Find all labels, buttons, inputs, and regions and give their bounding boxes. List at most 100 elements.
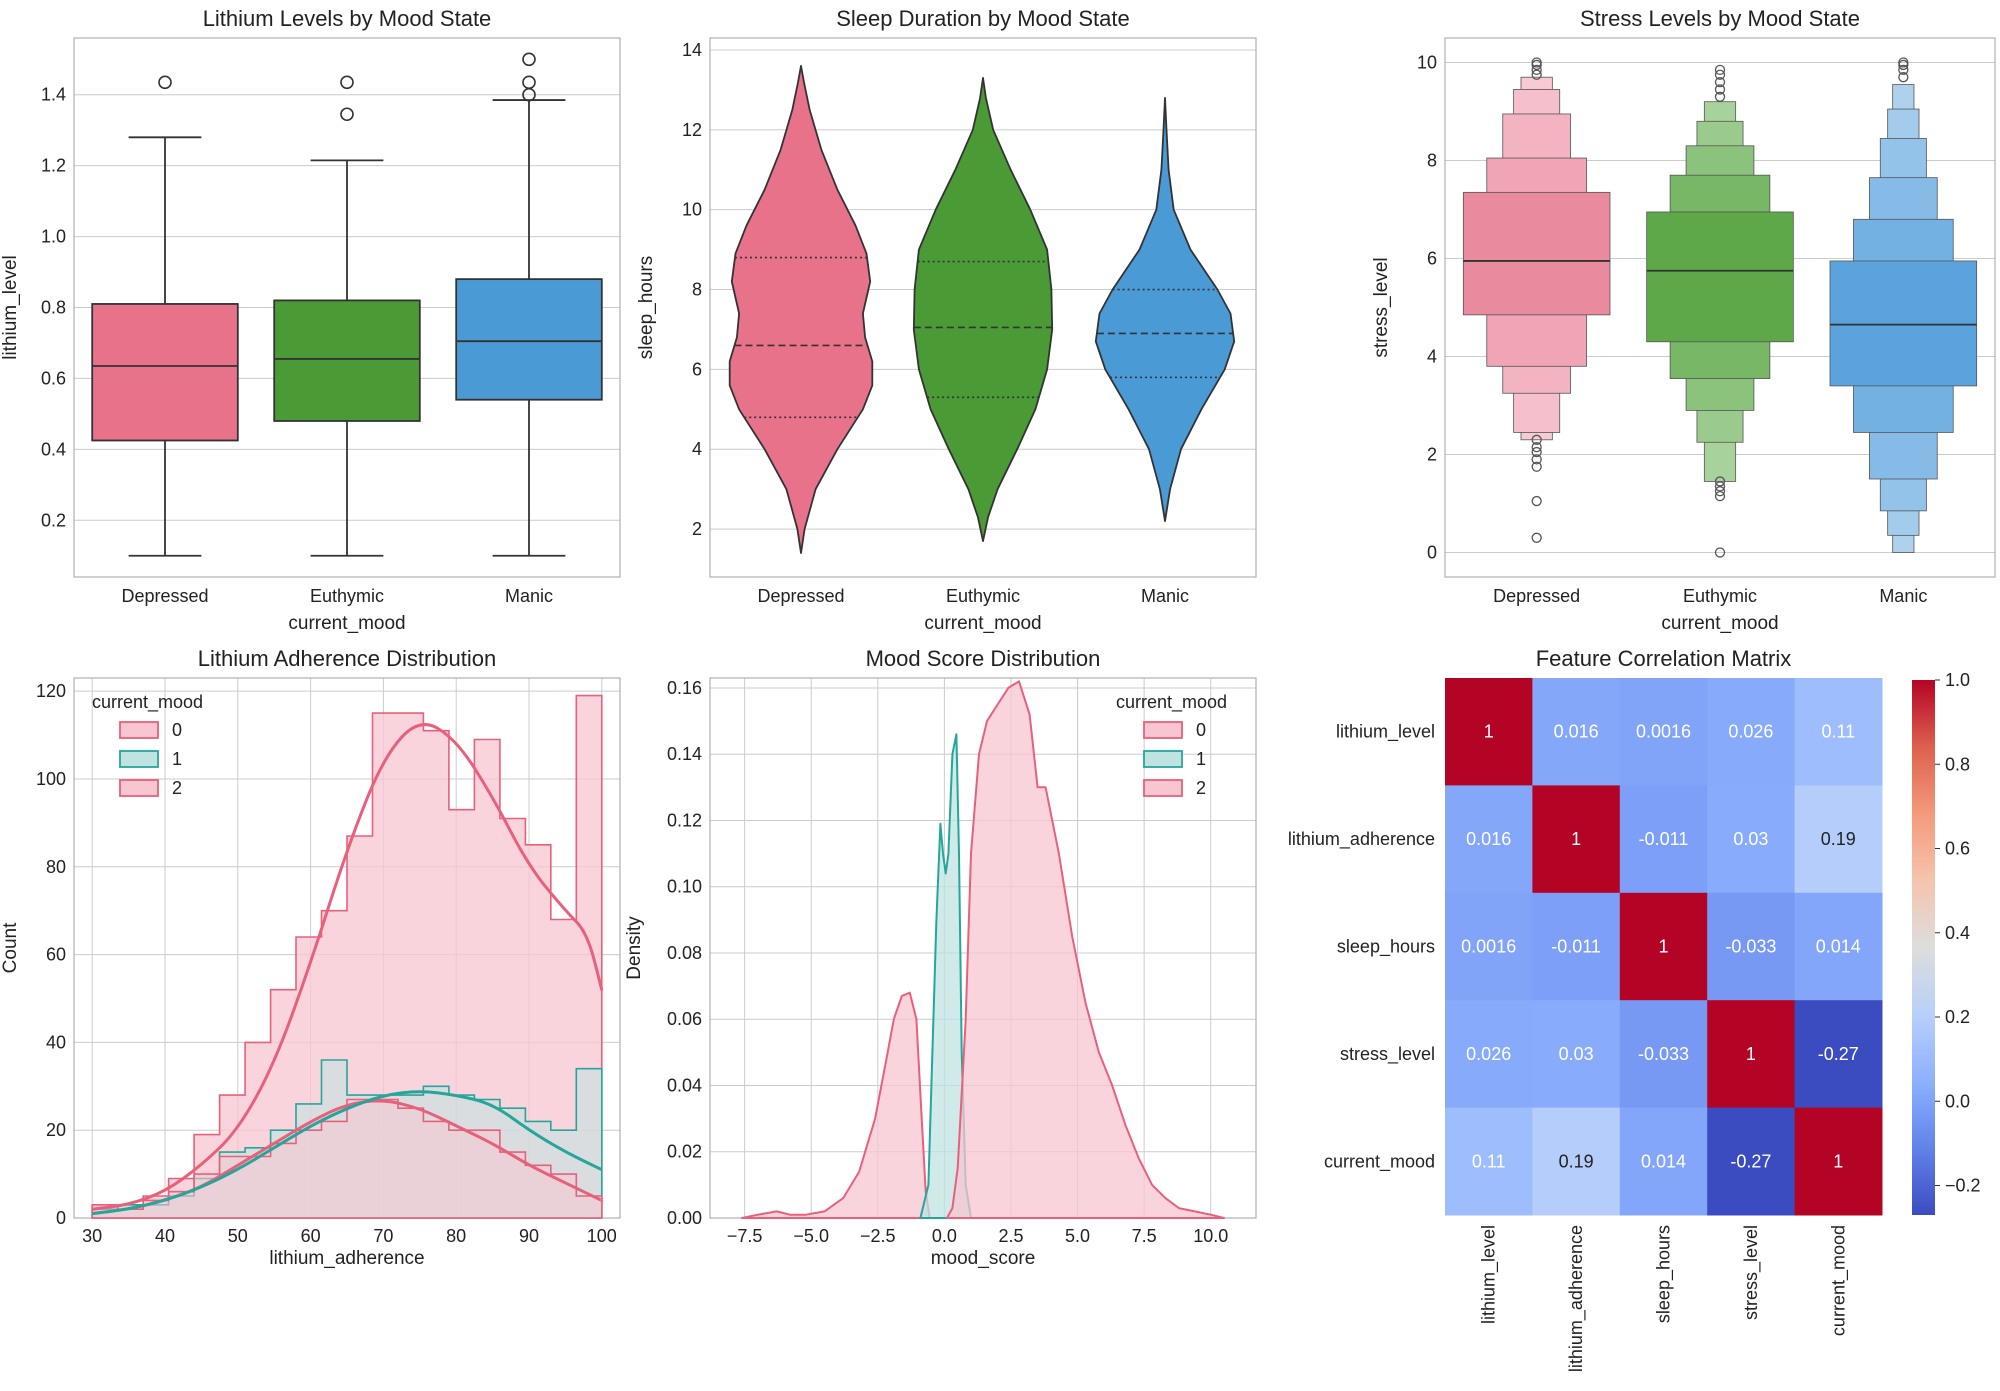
corr-heatmap-cell-label: 0.19 — [1559, 1151, 1594, 1171]
corr-heatmap-cell-label: 1 — [1571, 829, 1581, 849]
boxen-flier — [1531, 64, 1542, 75]
lithium-box-xlabel: current_mood — [288, 613, 405, 634]
lithium-box-box-manic — [455, 52, 603, 557]
corr-heatmap-cell — [1532, 785, 1621, 894]
adherence-hist-xlabel: lithium_adherence — [269, 1248, 424, 1269]
corr-heatmap-cell-label: -0.033 — [1725, 937, 1776, 957]
violin-body — [728, 65, 874, 554]
corr-heatmap-ytick-label: current_mood — [1324, 1151, 1435, 1172]
mood-kde-area-0 — [741, 991, 931, 1219]
lithium-box-ytick-label: 0.6 — [41, 368, 66, 388]
colorbar-tick-label: 0.2 — [1945, 1007, 1970, 1027]
stress-boxen-panel: 0 2 4 6 8 10 Depressed Euthymic Manic Stress Leve… — [1371, 6, 1996, 634]
adherence-hist-xtick-label: 50 — [228, 1226, 248, 1246]
violin-body — [1094, 97, 1236, 523]
legend-swatch — [1143, 750, 1183, 768]
stress-boxen-boxen-euthymic — [1646, 64, 1794, 558]
sleep-violin-title: Sleep Duration by Mood State — [836, 6, 1130, 31]
stress-boxen-ytick-label: 0 — [1427, 543, 1437, 563]
corr-heatmap-cell-label: -0.033 — [1638, 1044, 1689, 1064]
colorbar-tick-label: −0.2 — [1945, 1176, 1981, 1196]
adherence-hist-title: Lithium Adherence Distribution — [198, 646, 496, 671]
mood-kde-ytick-label: 0.04 — [667, 1075, 702, 1095]
corr-heatmap-xtick-label: lithium_adherence — [1566, 1225, 1587, 1372]
boxen-level-1 — [1646, 211, 1794, 343]
corr-heatmap-xtick-label: lithium_level — [1479, 1225, 1500, 1324]
adherence-hist-ylabel: Count — [0, 922, 21, 973]
adherence-hist-xtick-label: 40 — [155, 1226, 175, 1246]
adherence-hist-xtick-label: 90 — [519, 1226, 539, 1246]
adherence-hist-legend: current_mood 0 1 2 — [92, 692, 203, 798]
corr-heatmap-cell — [1619, 785, 1708, 894]
stress-boxen-boxen-manic — [1829, 57, 1978, 553]
mood-kde-ytick-label: 0.06 — [667, 1009, 702, 1029]
lithium-box-panel: 0.2 0.4 0.6 0.8 1.0 1.2 1.4 Depressed Euthymic Ma… — [0, 6, 621, 634]
adherence-hist-ytick-label: 100 — [36, 769, 66, 789]
legend-label: 1 — [172, 749, 182, 769]
violin-body — [912, 77, 1054, 542]
corr-heatmap-cell — [1532, 678, 1621, 786]
adherence-hist-ytick-label: 120 — [36, 681, 66, 701]
corr-heatmap-cell-label: 0.19 — [1821, 829, 1856, 849]
mood-kde-xtick-label: −7.5 — [727, 1226, 763, 1246]
boxen-flier — [1714, 490, 1726, 502]
sleep-violin-ytick-label: 14 — [682, 40, 702, 60]
corr-heatmap-ytick-label: lithium_level — [1336, 722, 1435, 743]
mood-kde-legend: current_mood 0 1 2 — [1116, 692, 1227, 798]
box-flier — [340, 75, 354, 90]
corr-heatmap-xtick-label: current_mood — [1828, 1225, 1849, 1336]
stress-boxen-xtick-label: Manic — [1879, 586, 1927, 606]
box-iqr — [273, 299, 421, 422]
corr-heatmap-cell — [1619, 892, 1708, 1001]
stress-boxen-ytick-label: 6 — [1427, 249, 1437, 269]
boxen-flier — [1714, 84, 1726, 95]
corr-heatmap-ytick-label: stress_level — [1340, 1044, 1435, 1065]
corr-heatmap-cell — [1532, 1000, 1621, 1109]
legend-label: 2 — [1196, 778, 1206, 798]
corr-heatmap-cell-label: 0.014 — [1816, 937, 1861, 957]
box-iqr — [91, 303, 239, 442]
lithium-box-box-depressed — [91, 75, 239, 557]
corr-heatmap-cell-label: 0.11 — [1472, 1151, 1506, 1171]
mood-kde-ytick-label: 0.14 — [667, 744, 702, 764]
corr-heatmap-cell — [1794, 892, 1883, 1001]
boxen-flier — [1531, 532, 1542, 543]
mood-kde-ytick-label: 0.16 — [667, 678, 702, 698]
legend-title: current_mood — [92, 692, 203, 713]
legend-label: 2 — [172, 778, 182, 798]
legend-title: current_mood — [1116, 692, 1227, 713]
corr-heatmap-cell — [1794, 1000, 1883, 1109]
lithium-box-box-euthymic — [273, 75, 421, 557]
lithium-box-title: Lithium Levels by Mood State — [203, 6, 492, 31]
sleep-violin-ylabel: sleep_hours — [636, 256, 657, 360]
corr-heatmap-cell-label: 1 — [1484, 722, 1494, 742]
corr-heatmap-cell-label: 0.014 — [1641, 1151, 1686, 1171]
stress-boxen-xtick-label: Euthymic — [1683, 586, 1757, 606]
lithium-box-ytick-label: 0.4 — [41, 439, 66, 459]
corr-heatmap-cell-label: 0.0016 — [1461, 937, 1516, 957]
mood-kde-xtick-label: 10.0 — [1193, 1226, 1228, 1246]
lithium-box-frame — [73, 37, 621, 578]
mood-kde-panel: 0.000.020.040.060.080.100.120.140.16−7.5… — [624, 646, 1257, 1269]
corr-heatmap-cell — [1707, 1000, 1796, 1109]
corr-heatmap-cell — [1532, 1107, 1621, 1216]
adherence-hist-ytick-label: 20 — [46, 1120, 66, 1140]
colorbar-tick-label: 0.0 — [1945, 1091, 1970, 1111]
boxen-flier — [1531, 495, 1542, 507]
corr-heatmap-cell-label: 1 — [1658, 937, 1668, 957]
colorbar-tick-label: 0.4 — [1945, 923, 1970, 943]
boxen-flier — [1714, 91, 1726, 102]
colorbar-tick-label: 0.6 — [1945, 839, 1970, 859]
corr-heatmap-cell-label: 0.11 — [1821, 722, 1855, 742]
mood-kde-xtick-label: 5.0 — [1065, 1226, 1090, 1246]
corr-heatmap-cell — [1619, 678, 1708, 786]
legend-swatch — [1143, 721, 1183, 739]
corr-heatmap-colorbar — [1912, 680, 1935, 1215]
corr-heatmap-cell — [1532, 892, 1621, 1001]
corr-heatmap-cell-label: -0.011 — [1639, 829, 1689, 849]
mood-kde-title: Mood Score Distribution — [866, 646, 1101, 671]
corr-heatmap-cell — [1707, 892, 1796, 1001]
mood-kde-area-2 — [946, 680, 1225, 1219]
corr-heatmap-cell — [1707, 785, 1796, 894]
